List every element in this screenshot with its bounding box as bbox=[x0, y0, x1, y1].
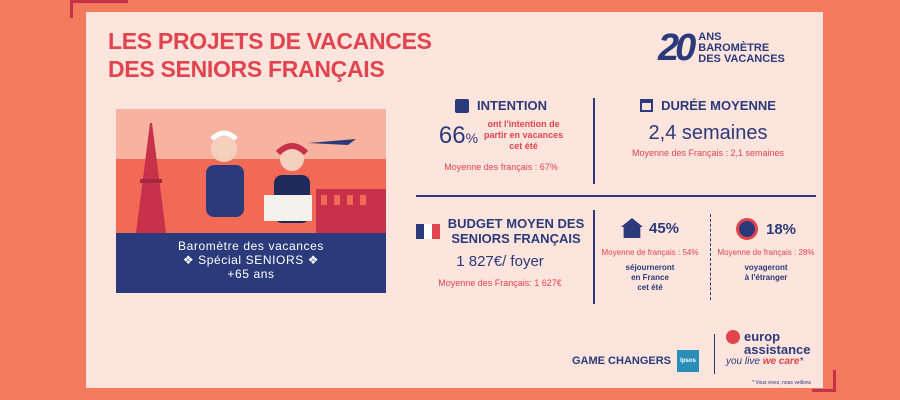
description-line: cet été bbox=[509, 141, 538, 151]
brand-name: europ bbox=[744, 329, 781, 344]
average-note: Moyenne des français : 67% bbox=[444, 162, 558, 172]
ipsos-logo: Ipsos bbox=[677, 350, 700, 372]
logo-text: BAROMÈTRE bbox=[698, 41, 770, 54]
game-changers-text: GAME CHANGERS bbox=[572, 355, 672, 367]
description-line: à l'étranger bbox=[744, 273, 788, 282]
title-line: DES SENIORS FRANÇAIS bbox=[108, 56, 385, 82]
barometre-logo: 20 ANS BAROMÈTRE DES VACANCES bbox=[658, 27, 785, 69]
logo-text: ANS bbox=[698, 30, 722, 43]
logo-text: DES VACANCES bbox=[698, 52, 785, 65]
abroad-section: 18% Moyenne de français : 28% voyageront… bbox=[716, 218, 816, 283]
average-note: Moyenne des Français : 2,1 semaines bbox=[631, 148, 785, 158]
seniors-illustration: Baromètre des vacances ❖ Spécial SENIORS… bbox=[116, 109, 386, 293]
france-stay-section: 45% Moyenne de français : 54% séjournero… bbox=[600, 218, 700, 293]
description-line: cet été bbox=[637, 283, 663, 292]
average-note: Moyenne des Français: 1 627€ bbox=[438, 278, 562, 288]
tagline-part: you live bbox=[726, 356, 760, 367]
divider bbox=[593, 98, 595, 184]
section-heading: INTENTION bbox=[476, 98, 548, 113]
divider bbox=[593, 210, 595, 304]
description-line: ont l'intention de bbox=[487, 119, 560, 129]
title-line: LES PROJETS DE VACANCES bbox=[108, 28, 432, 54]
description-line: partir en vacances bbox=[484, 130, 564, 140]
calendar-icon bbox=[640, 99, 654, 112]
decorative-frame-corner bbox=[812, 370, 836, 392]
abroad-value: 18% bbox=[765, 220, 797, 238]
divider bbox=[416, 195, 816, 197]
caption-line: Baromètre des vacances bbox=[178, 239, 324, 253]
suitcase-icon bbox=[454, 98, 469, 113]
description-line: voyageront bbox=[744, 263, 788, 272]
budget-section: BUDGET MOYEN DES SENIORS FRANÇAIS 1 827€… bbox=[412, 216, 588, 288]
tagline-part: we care bbox=[762, 356, 800, 367]
illustration-caption: Baromètre des vacances ❖ Spécial SENIORS… bbox=[116, 233, 386, 293]
brand-name: assistance bbox=[744, 342, 811, 357]
section-heading: DURÉE MOYENNE bbox=[661, 98, 776, 113]
intention-section: INTENTION 66% ont l'intention de partir … bbox=[416, 98, 586, 172]
europ-assistance-emblem-icon bbox=[726, 330, 740, 344]
description-line: en France bbox=[631, 273, 669, 282]
globe-icon bbox=[735, 218, 758, 240]
intention-unit: % bbox=[465, 129, 479, 146]
average-note: Moyenne de français : 54% bbox=[601, 248, 699, 257]
divider bbox=[714, 334, 715, 374]
caption-line: ❖ Spécial SENIORS ❖ bbox=[182, 253, 320, 267]
divider bbox=[710, 214, 711, 300]
description-line: séjourneront bbox=[625, 263, 675, 272]
page-title: LES PROJETS DE VACANCES DES SENIORS FRAN… bbox=[108, 27, 432, 83]
caption-line: +65 ans bbox=[227, 267, 275, 281]
section-heading: SENIORS FRANÇAIS bbox=[451, 231, 581, 246]
duration-value: 2,4 semaines bbox=[648, 122, 768, 144]
france-flag-icon bbox=[415, 223, 440, 239]
budget-value: 1 827€/ foyer bbox=[456, 253, 544, 270]
europ-assistance-logo: europ assistance you live we care* bbox=[726, 330, 811, 367]
average-note: Moyenne de français : 28% bbox=[717, 248, 815, 257]
intention-value: 66 bbox=[438, 121, 466, 149]
duration-section: DURÉE MOYENNE 2,4 semaines Moyenne des F… bbox=[608, 98, 808, 158]
house-icon bbox=[620, 218, 643, 238]
game-changers-logo: GAME CHANGERS Ipsos bbox=[572, 350, 700, 372]
footnote: * Vous vivez, nous veillons bbox=[752, 380, 811, 386]
brand-tagline: you live we care* bbox=[726, 356, 804, 367]
section-heading: BUDGET MOYEN DES bbox=[447, 216, 585, 231]
decorative-frame-corner bbox=[70, 0, 128, 18]
logo-number: 20 bbox=[658, 27, 696, 69]
france-value: 45% bbox=[648, 219, 680, 237]
infographic-card: LES PROJETS DE VACANCES DES SENIORS FRAN… bbox=[86, 12, 823, 388]
